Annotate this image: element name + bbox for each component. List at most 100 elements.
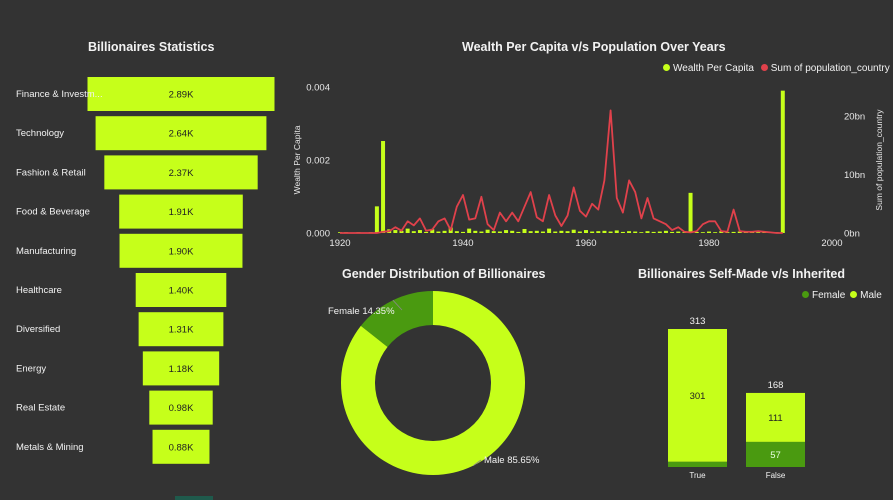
wealth-bar-1963 bbox=[602, 230, 607, 233]
x-tick-label: 1960 bbox=[575, 238, 596, 249]
combo-title: Wealth Per Capita v/s Population Over Ye… bbox=[462, 40, 726, 54]
wealth-bar-1985 bbox=[737, 231, 742, 233]
stacked-total-true: 313 bbox=[690, 316, 706, 327]
wealth-bar-1954 bbox=[547, 228, 552, 233]
stacked-value-false-male: 111 bbox=[768, 413, 782, 424]
wealth-bar-1941 bbox=[467, 228, 472, 233]
x-tick-label: 1920 bbox=[329, 238, 350, 249]
wealth-bar-1970 bbox=[645, 231, 650, 233]
population-line bbox=[340, 109, 783, 234]
wealth-bar-1978 bbox=[694, 231, 699, 233]
wealth-bar-1984 bbox=[731, 231, 736, 233]
wealth-bar-1972 bbox=[657, 231, 662, 233]
wealth-bar-1971 bbox=[651, 231, 656, 233]
funnel-category-finance-investments: Finance & Investm... bbox=[16, 89, 103, 100]
y2-tick-label: 0bn bbox=[844, 229, 860, 240]
stacked-value-true-male: 301 bbox=[690, 391, 706, 402]
donut-label-male: Male 85.65% bbox=[484, 455, 540, 466]
wealth-bar-1930 bbox=[399, 230, 404, 233]
wealth-bar-1992 bbox=[780, 90, 785, 234]
donut-slice-female bbox=[360, 291, 433, 348]
y2-tick-label: 10bn bbox=[844, 170, 865, 181]
wealth-bar-1980 bbox=[707, 231, 711, 233]
funnel-value-diversified: 1.31K bbox=[169, 325, 194, 336]
wealth-bar-1945 bbox=[491, 231, 496, 233]
stacked-category-true: True bbox=[689, 471, 706, 480]
funnel-category-real-estate: Real Estate bbox=[16, 403, 65, 414]
wealth-bar-1937 bbox=[442, 230, 447, 233]
funnel-value-finance-investments: 2.89K bbox=[169, 90, 194, 101]
legend-item-wealth[interactable]: Wealth Per Capita bbox=[663, 63, 754, 74]
funnel-bar-metals-mining bbox=[152, 429, 210, 464]
legend-label-wealth: Wealth Per Capita bbox=[673, 63, 754, 74]
legend-item-male[interactable]: Male bbox=[850, 290, 882, 301]
wealth-bar-1951 bbox=[528, 231, 533, 233]
stacked-legend: Female Male bbox=[802, 290, 882, 301]
wealth-bar-1966 bbox=[620, 231, 625, 233]
legend-label-population: Sum of population_country bbox=[770, 63, 890, 74]
stacked-total-false: 168 bbox=[768, 380, 784, 391]
stacked-value-false-female: 57 bbox=[770, 450, 781, 461]
stacked-title: Billionaires Self-Made v/s Inherited bbox=[638, 267, 846, 281]
funnel-bar-fashion-retail bbox=[104, 155, 258, 190]
wealth-bar-1948 bbox=[510, 230, 515, 233]
legend-dot-male bbox=[850, 290, 858, 298]
funnel-value-manufacturing: 1.90K bbox=[169, 246, 194, 257]
legend-item-population[interactable]: Sum of population_country bbox=[760, 63, 890, 74]
x-tick-label: 1940 bbox=[452, 238, 473, 249]
legend-item-female[interactable]: Female bbox=[802, 290, 845, 301]
wealth-bar-1981 bbox=[713, 232, 718, 233]
legend-dot-wealth bbox=[663, 63, 670, 71]
wealth-bar-1974 bbox=[670, 231, 675, 233]
donut-title: Gender Distribution of Billionaires bbox=[342, 267, 546, 281]
stacked-bar-true-male bbox=[668, 329, 727, 462]
legend-label-male: Male bbox=[860, 290, 882, 301]
combo-legend: Wealth Per Capita Sum of population_coun… bbox=[663, 63, 890, 74]
y-axis-title: Wealth Per Capita bbox=[292, 125, 302, 194]
wealth-bar-1962 bbox=[596, 231, 601, 233]
wealth-bar-1947 bbox=[504, 230, 509, 233]
wealth-bar-1959 bbox=[577, 231, 582, 233]
funnel-value-real-estate: 0.98K bbox=[169, 403, 194, 414]
wealth-bar-1967 bbox=[627, 231, 632, 233]
wealth-bar-1931 bbox=[405, 228, 410, 233]
combo-panel: Wealth Per Capita v/s Population Over Ye… bbox=[290, 0, 890, 260]
funnel-value-healthcare: 1.40K bbox=[169, 286, 194, 297]
funnel-category-metals-mining: Metals & Mining bbox=[16, 442, 84, 453]
wealth-bar-1988 bbox=[756, 232, 761, 233]
funnel-category-diversified: Diversified bbox=[16, 324, 60, 335]
stacked-chart: 301 313 True 57 111 168 False bbox=[668, 316, 805, 480]
wealth-bar-1935 bbox=[430, 229, 435, 233]
wealth-bar-1977 bbox=[688, 192, 693, 233]
stacked-bar-true-female bbox=[668, 461, 727, 467]
wealth-bar-1975 bbox=[676, 231, 681, 233]
wealth-bar-1961 bbox=[590, 231, 595, 233]
donut-chart: Female 14.35% Male 85.65% bbox=[328, 291, 540, 475]
y-tick-label: 0.004 bbox=[306, 83, 330, 94]
donut-label-female: Female 14.35% bbox=[328, 306, 395, 317]
wealth-bar-1936 bbox=[436, 231, 441, 233]
combo-chart: 0.000 0.002 0.004 0bn 10bn 20bn 1920 1940 1960 19… bbox=[292, 83, 884, 250]
x-tick-label: 2000 bbox=[821, 238, 842, 249]
funnel-category-technology: Technology bbox=[16, 128, 64, 139]
wealth-bar-1979 bbox=[700, 232, 705, 233]
funnel-value-food-beverage: 1.91K bbox=[169, 207, 194, 218]
wealth-bar-1933 bbox=[417, 230, 422, 233]
funnel-category-energy: Energy bbox=[16, 363, 46, 374]
wealth-bar-1934 bbox=[424, 231, 429, 233]
funnel-bar-healthcare bbox=[135, 273, 227, 307]
funnel-bar-finance-investments bbox=[87, 77, 275, 111]
y2-tick-label: 20bn bbox=[844, 112, 865, 123]
donut-leader-male bbox=[472, 459, 482, 467]
wealth-bar-1946 bbox=[497, 231, 502, 233]
wealth-bar-1926 bbox=[374, 206, 379, 233]
funnel-bar-technology bbox=[95, 116, 267, 151]
donut-leader-female bbox=[392, 299, 403, 311]
stacked-bar-false-male bbox=[746, 392, 805, 442]
y-tick-label: 0.000 bbox=[306, 229, 330, 240]
wealth-bar-1964 bbox=[608, 231, 613, 233]
funnel-value-fashion-retail: 2.37K bbox=[169, 168, 194, 179]
wealth-bar-1944 bbox=[485, 229, 490, 233]
y2-axis-title: Sum of population_country bbox=[874, 109, 884, 211]
wealth-bar-1953 bbox=[540, 231, 545, 233]
